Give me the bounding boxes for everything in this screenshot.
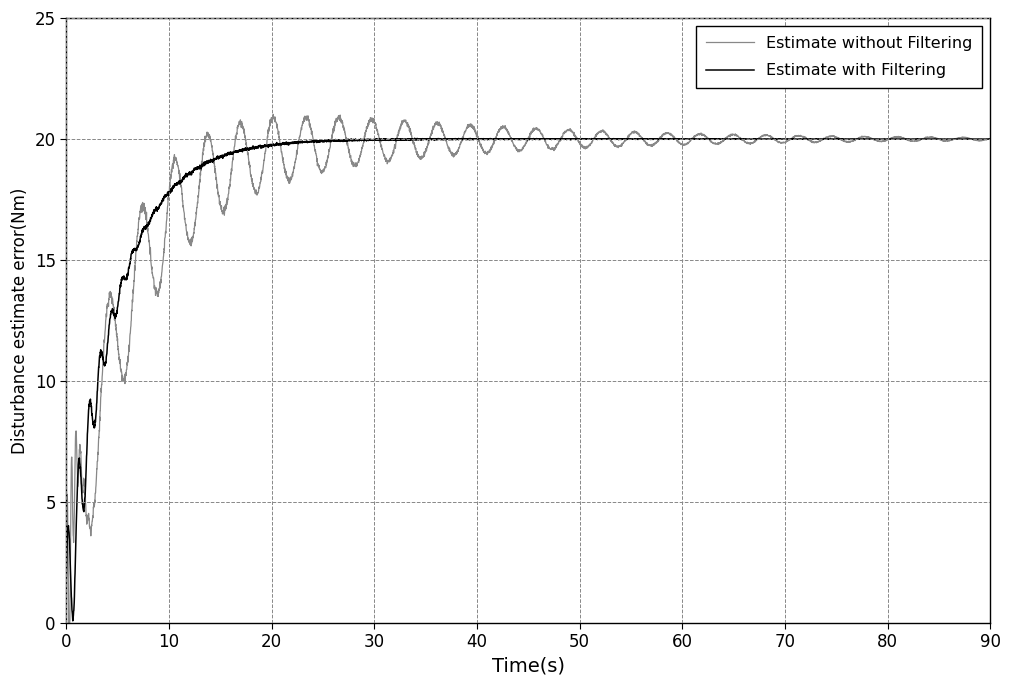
- Line: Estimate with Filtering: Estimate with Filtering: [66, 138, 990, 621]
- Line: Estimate without Filtering: Estimate without Filtering: [66, 114, 990, 623]
- Estimate with Filtering: [60, 576, 72, 585]
- Estimate without Filtering: [60, 619, 72, 627]
- Estimate without Filtering: [298, 112, 310, 120]
- Estimate with Filtering: [931, 135, 943, 143]
- Estimate without Filtering: [379, 155, 391, 164]
- Estimate with Filtering: [298, 138, 310, 146]
- Estimate without Filtering: [615, 142, 627, 150]
- Estimate without Filtering: [931, 135, 943, 143]
- Estimate with Filtering: [408, 134, 421, 142]
- Estimate without Filtering: [267, 110, 279, 118]
- Estimate with Filtering: [765, 135, 777, 143]
- Estimate with Filtering: [615, 135, 627, 144]
- Estimate without Filtering: [984, 135, 996, 143]
- Estimate with Filtering: [346, 136, 358, 144]
- Legend: Estimate without Filtering, Estimate with Filtering: Estimate without Filtering, Estimate wit…: [696, 26, 982, 88]
- Estimate with Filtering: [984, 135, 996, 143]
- Estimate without Filtering: [765, 133, 777, 141]
- Estimate without Filtering: [346, 156, 358, 164]
- X-axis label: Time(s): Time(s): [491, 657, 564, 676]
- Estimate with Filtering: [67, 617, 79, 625]
- Y-axis label: Disturbance estimate error(Nm): Disturbance estimate error(Nm): [11, 188, 29, 453]
- Estimate with Filtering: [379, 135, 391, 144]
